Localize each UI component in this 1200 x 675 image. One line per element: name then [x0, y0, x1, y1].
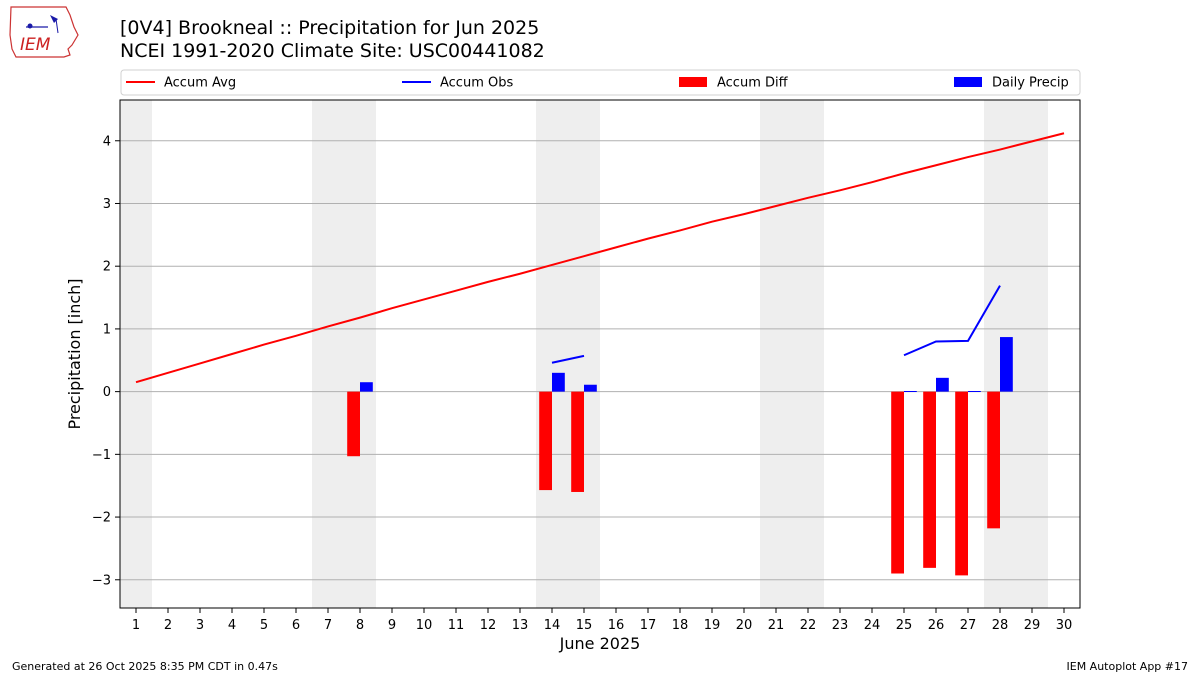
- x-tick-label: 15: [576, 618, 593, 633]
- legend-label-accum_obs: Accum Obs: [440, 76, 513, 91]
- x-axis-label: June 2025: [559, 634, 641, 653]
- y-axis-ticks: −3 −2 −1 0 1 2 3 4: [92, 134, 120, 588]
- x-axis-ticks: 1 2 3 4 5 6 7 8 9 10 11 12 13 14 15 16 17 18 19 20 21 22 23 24 2…: [132, 608, 1072, 633]
- y-tick-label: 1: [103, 322, 111, 337]
- daily-precip-bar-day-8: [360, 382, 373, 392]
- x-tick-label: 21: [768, 618, 785, 633]
- y-tick-label: −1: [92, 448, 111, 463]
- x-tick-label: 16: [608, 618, 625, 633]
- x-tick-label: 6: [292, 618, 300, 633]
- x-tick-label: 9: [388, 618, 396, 633]
- y-axis-label: Precipitation [inch]: [65, 278, 84, 429]
- x-tick-label: 3: [196, 618, 204, 633]
- weekend-band-3: [760, 100, 824, 608]
- x-tick-label: 14: [544, 618, 561, 633]
- accum-diff-bar-day-27: [955, 391, 968, 576]
- footer-app: IEM Autoplot App #17: [1066, 660, 1189, 673]
- weekend-band-4: [984, 100, 1048, 608]
- legend: Accum Avg Accum Obs Accum Diff Daily Precip: [120, 69, 1081, 96]
- daily-precip-bar-day-26: [936, 377, 949, 392]
- y-tick-label: 4: [103, 134, 111, 149]
- accum-diff-bar-day-15: [571, 391, 584, 492]
- daily-precip-bar-day-15: [584, 384, 597, 392]
- accum-avg-line: [135, 132, 1065, 384]
- x-tick-label: 24: [864, 618, 881, 633]
- x-tick-label: 29: [1024, 618, 1041, 633]
- legend-swatch-accum_diff: [679, 77, 707, 87]
- daily-precip-bar-day-27: [968, 391, 981, 393]
- x-tick-label: 25: [896, 618, 913, 633]
- x-tick-label: 18: [672, 618, 689, 633]
- accum-diff-bar-day-26: [923, 391, 936, 568]
- accum-obs-line-segment-0: [551, 354, 585, 364]
- weekend-band-1: [312, 100, 376, 608]
- x-tick-label: 13: [512, 618, 529, 633]
- x-tick-label: 10: [416, 618, 433, 633]
- x-tick-label: 26: [928, 618, 945, 633]
- x-tick-label: 4: [228, 618, 236, 633]
- daily-precip-bar-day-14: [552, 372, 565, 392]
- accum-diff-bar-day-8: [347, 391, 360, 457]
- weekend-band-0: [120, 100, 152, 608]
- x-tick-label: 12: [480, 618, 497, 633]
- x-tick-label: 28: [992, 618, 1009, 633]
- accum-diff-bar-day-14: [539, 391, 552, 491]
- y-tick-label: −2: [92, 511, 111, 526]
- y-tick-label: 3: [103, 197, 111, 212]
- x-tick-label: 1: [132, 618, 140, 633]
- footer-generated: Generated at 26 Oct 2025 8:35 PM CDT in …: [12, 660, 278, 673]
- legend-swatch-daily_precip: [954, 77, 982, 87]
- legend-label-daily_precip: Daily Precip: [992, 76, 1069, 91]
- x-tick-label: 30: [1056, 618, 1073, 633]
- y-tick-label: 2: [103, 260, 111, 275]
- x-tick-label: 5: [260, 618, 268, 633]
- daily-precip-bar-day-25: [904, 391, 917, 393]
- y-tick-label: −3: [92, 573, 111, 588]
- logo-text: IEM: [20, 35, 51, 55]
- x-tick-label: 8: [356, 618, 364, 633]
- iem-logo: IEM: [9, 6, 79, 58]
- y-tick-label: 0: [103, 385, 111, 400]
- x-tick-label: 2: [164, 618, 172, 633]
- accum-diff-bar-day-28: [987, 391, 1000, 529]
- x-tick-label: 23: [832, 618, 849, 633]
- plot-frame: [119, 99, 1081, 609]
- accum-diff-bar-day-25: [891, 391, 904, 574]
- legend-label-accum_diff: Accum Diff: [717, 76, 789, 91]
- x-tick-label: 22: [800, 618, 817, 633]
- x-tick-label: 11: [448, 618, 465, 633]
- x-tick-label: 7: [324, 618, 332, 633]
- chart-title: [0V4] Brookneal :: Precipitation for Jun…: [120, 17, 540, 39]
- x-tick-label: 20: [736, 618, 753, 633]
- accum-obs-line-segment-1: [903, 285, 1001, 357]
- weekend-band-2: [536, 100, 600, 608]
- daily-precip-bar-day-28: [1000, 337, 1013, 392]
- x-tick-label: 17: [640, 618, 657, 633]
- x-tick-label: 19: [704, 618, 721, 633]
- x-tick-label: 27: [960, 618, 977, 633]
- chart-subtitle: NCEI 1991-2020 Climate Site: USC00441082: [120, 40, 545, 62]
- lines-layer: [135, 132, 1065, 384]
- bars-layer: [347, 337, 1013, 576]
- gridlines-layer: [120, 140, 1080, 581]
- legend-box: [120, 69, 1081, 96]
- weekend-shading-layer: [120, 100, 1048, 608]
- legend-label-accum_avg: Accum Avg: [164, 76, 236, 91]
